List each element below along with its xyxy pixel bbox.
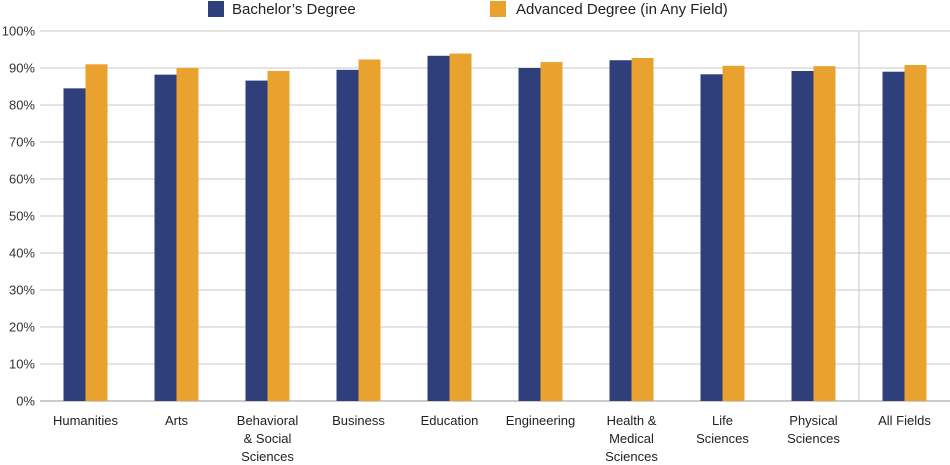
- legend: Bachelor’s Degree Advanced Degree (in Any…: [208, 1, 728, 18]
- y-tick-label: 60%: [9, 172, 35, 187]
- x-category-label: Behavioral & Social Sciences: [237, 413, 299, 464]
- bar-advanced: [540, 62, 563, 401]
- bar-advanced: [176, 68, 199, 401]
- x-category-label: All Fields: [878, 413, 931, 428]
- legend-label: Advanced Degree (in Any Field): [516, 1, 728, 18]
- bar-bachelors: [63, 88, 86, 401]
- y-tick-label: 90%: [9, 61, 35, 76]
- bar-bachelors: [518, 68, 541, 401]
- y-tick-label: 30%: [9, 283, 35, 298]
- legend-swatch: [490, 1, 506, 17]
- y-tick-label: 100%: [2, 24, 36, 39]
- bar-advanced: [449, 53, 472, 401]
- y-tick-label: 40%: [9, 246, 35, 261]
- y-tick-label: 10%: [9, 357, 35, 372]
- y-axis: 0% 10% 20% 30% 40% 50% 60% 70% 80% 90% 100%: [2, 24, 36, 409]
- y-tick-label: 50%: [9, 209, 35, 224]
- x-category-label: Physical Sciences: [787, 413, 840, 446]
- x-category-label: Education: [421, 413, 479, 428]
- x-category-label: Humanities: [53, 413, 119, 428]
- bar-advanced: [85, 64, 108, 402]
- legend-label: Bachelor’s Degree: [232, 1, 356, 18]
- bar-bachelors: [336, 69, 359, 401]
- bar-bachelors: [700, 74, 723, 401]
- bar-advanced: [631, 58, 654, 401]
- bar-bachelors: [791, 70, 814, 402]
- legend-swatch: [208, 1, 224, 17]
- bar-advanced: [358, 59, 381, 402]
- x-category-label: Business: [332, 413, 385, 428]
- x-category-label: Engineering: [506, 413, 575, 428]
- bar-bachelors: [154, 74, 177, 401]
- bar-bachelors: [882, 71, 905, 401]
- x-category-label: Health & Medical Sciences: [605, 413, 658, 464]
- bars: [63, 53, 927, 402]
- bar-bachelors: [245, 80, 268, 401]
- bar-advanced: [722, 65, 745, 401]
- y-tick-label: 0%: [16, 394, 35, 409]
- bar-bachelors: [609, 60, 632, 401]
- x-category-label: Life Sciences: [696, 413, 749, 446]
- x-axis: Humanities Arts Behavioral & Social Sciences…: [53, 413, 931, 464]
- bar-advanced: [267, 70, 290, 402]
- bar-advanced: [904, 65, 927, 401]
- y-tick-label: 70%: [9, 135, 35, 150]
- x-category-label: Arts: [165, 413, 189, 428]
- y-tick-label: 80%: [9, 98, 35, 113]
- y-tick-label: 20%: [9, 320, 35, 335]
- bar-advanced: [813, 66, 836, 402]
- bar-bachelors: [427, 55, 450, 401]
